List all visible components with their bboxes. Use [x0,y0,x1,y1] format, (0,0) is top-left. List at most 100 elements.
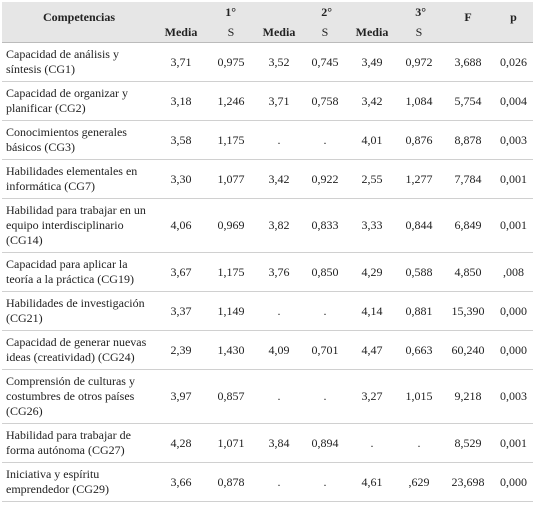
value-cell: 4,09 [256,330,302,370]
value-cell: 60,240 [442,330,494,370]
sub-header: S [415,25,423,39]
value-cell: . [256,462,302,502]
value-cell: 3,66 [156,462,206,502]
value-cell: 0,876 [396,120,442,160]
value-cell: 0,003 [494,120,533,160]
value-cell: 8,878 [442,120,494,160]
competence-label: Habilidades elementales en informática (… [2,159,156,199]
sub-header: Media [164,25,198,39]
sub-header: Media [262,25,296,39]
value-cell: 0,833 [302,198,348,253]
value-cell: 3,84 [256,423,302,463]
header-label: Competencias [43,10,115,24]
value-cell: 0,878 [206,462,256,502]
value-cell: 1,015 [396,369,442,424]
value-cell: 3,33 [348,198,396,253]
value-cell: 0,001 [494,198,533,253]
table-row: Capacidad de generar nuevas ideas (creat… [2,330,533,370]
group-header: 2° [321,5,332,19]
value-cell: . [256,291,302,331]
value-cell: 1,084 [396,81,442,121]
table-row: Habilidades elementales en informática (… [2,159,533,199]
competence-label: Comprensión de culturas y costumbres de … [2,369,156,424]
table-row: Conocimientos generales básicos (CG3) 3,5… [2,120,533,160]
value-cell: . [348,423,396,463]
value-cell: 1,430 [206,330,256,370]
value-cell: 0,588 [396,252,442,292]
value-cell: 0,758 [302,81,348,121]
table-row: Habilidad para trabajar de forma autónom… [2,423,533,463]
competence-label: Capacidad de generar nuevas ideas (creat… [2,330,156,370]
value-cell: 3,71 [156,42,206,82]
competence-label: Capacidad para aplicar la teoría a la pr… [2,252,156,292]
table-header: Competencias 1° 2° 3° F p Media S Media S Me… [2,2,533,43]
value-cell: 3,52 [256,42,302,82]
competence-label: Habilidad para trabajar de forma autónom… [2,423,156,463]
value-cell: 0,844 [396,198,442,253]
table-row: Capacidad de análisis y síntesis (CG1) 3,… [2,42,533,82]
value-cell: 0,663 [396,330,442,370]
value-cell: . [302,291,348,331]
competence-label: Iniciativa y espíritu emprendedor (CG29) [2,462,156,502]
f-header: F [464,10,472,24]
table-row: Capacidad de organizar y planificar (CG2… [2,81,533,121]
value-cell: 0,000 [494,462,533,502]
value-cell: 0,881 [396,291,442,331]
value-cell: 0,894 [302,423,348,463]
value-cell: 3,42 [348,81,396,121]
competence-label: Habilidades de investigación (CG21) [2,291,156,331]
table-row: Habilidades de investigación (CG21) 3,37 1… [2,291,533,331]
competence-label: Habilidad para trabajar en un equipo int… [2,198,156,253]
value-cell: 0,975 [206,42,256,82]
value-cell: 8,529 [442,423,494,463]
value-cell: 0,969 [206,198,256,253]
value-cell: 3,42 [256,159,302,199]
value-cell: 0,003 [494,369,533,424]
value-cell: 0,922 [302,159,348,199]
value-cell: 1,277 [396,159,442,199]
value-cell: 0,026 [494,42,533,82]
sub-header: S [321,25,329,39]
value-cell: 15,390 [442,291,494,331]
value-cell: 3,30 [156,159,206,199]
value-cell: . [302,120,348,160]
value-cell: 2,55 [348,159,396,199]
value-cell: 4,28 [156,423,206,463]
competence-label: Capacidad de análisis y síntesis (CG1) [2,42,156,82]
value-cell: 4,01 [348,120,396,160]
table-row: Comprensión de culturas y costumbres de … [2,369,533,424]
value-cell: 23,698 [442,462,494,502]
value-cell: 1,077 [206,159,256,199]
value-cell: 0,004 [494,81,533,121]
value-cell: 4,06 [156,198,206,253]
value-cell: 4,14 [348,291,396,331]
value-cell: 0,701 [302,330,348,370]
p-header: p [510,10,517,24]
value-cell: . [396,423,442,463]
value-cell: 1,071 [206,423,256,463]
value-cell: 1,175 [206,252,256,292]
value-cell: 4,850 [442,252,494,292]
value-cell: . [256,120,302,160]
competence-label: Conocimientos generales básicos (CG3) [2,120,156,160]
table-row: Iniciativa y espíritu emprendedor (CG29)… [2,462,533,502]
value-cell: 6,849 [442,198,494,253]
value-cell: 0,857 [206,369,256,424]
value-cell: 0,001 [494,159,533,199]
value-cell: 1,149 [206,291,256,331]
group-header: 3° [415,5,426,19]
value-cell: 3,49 [348,42,396,82]
value-cell: 3,76 [256,252,302,292]
value-cell: 3,688 [442,42,494,82]
value-cell: 7,784 [442,159,494,199]
value-cell: 3,97 [156,369,206,424]
value-cell: . [302,369,348,424]
value-cell: 3,37 [156,291,206,331]
value-cell: 0,001 [494,423,533,463]
value-cell: 3,82 [256,198,302,253]
value-cell: . [302,462,348,502]
value-cell: 3,27 [348,369,396,424]
competence-label: Capacidad de organizar y planificar (CG2… [2,81,156,121]
results-table: Competencias 1° 2° 3° F p Media S Media S Me… [2,2,533,502]
value-cell: . [256,369,302,424]
